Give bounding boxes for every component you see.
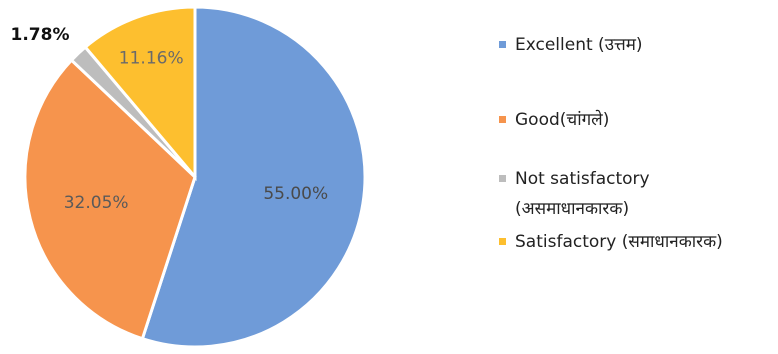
pie-chart: 55.00% 32.05% 1.78% 11.16%: [11, 5, 367, 349]
legend-label-excellent: Excellent (उत्तम): [515, 35, 643, 55]
legend-label-not-satisfactory: Not satisfactory (असमाधानकारक): [515, 169, 650, 219]
pie-slice-satisfactory: [83, 5, 197, 182]
legend: Excellent (उत्तम) Good(चांगले) Not satis…: [495, 30, 778, 257]
pie-slice-excellent: [140, 5, 367, 349]
legend-swatch-not-satisfactory: [499, 175, 506, 182]
legend-label-satisfactory: Satisfactory (समाधानकारक): [515, 232, 723, 252]
data-label-good: 32.05%: [64, 193, 129, 213]
legend-swatch-satisfactory: [499, 238, 506, 245]
data-label-excellent: 55.00%: [263, 184, 328, 204]
data-label-not-satisfactory: 1.78%: [11, 25, 70, 45]
legend-label-good: Good(चांगले): [515, 110, 610, 130]
legend-item-excellent: Excellent (उत्तम): [495, 30, 778, 60]
data-label-satisfactory: 11.16%: [119, 48, 184, 68]
legend-swatch-good: [499, 116, 506, 123]
pie-slice-good: [23, 58, 197, 341]
legend-item-good: Good(चांगले): [495, 105, 778, 135]
legend-item-not-satisfactory: Not satisfactory (असमाधानकारक): [495, 164, 695, 224]
legend-swatch-excellent: [499, 41, 506, 48]
legend-item-satisfactory: Satisfactory (समाधानकारक): [495, 227, 778, 257]
